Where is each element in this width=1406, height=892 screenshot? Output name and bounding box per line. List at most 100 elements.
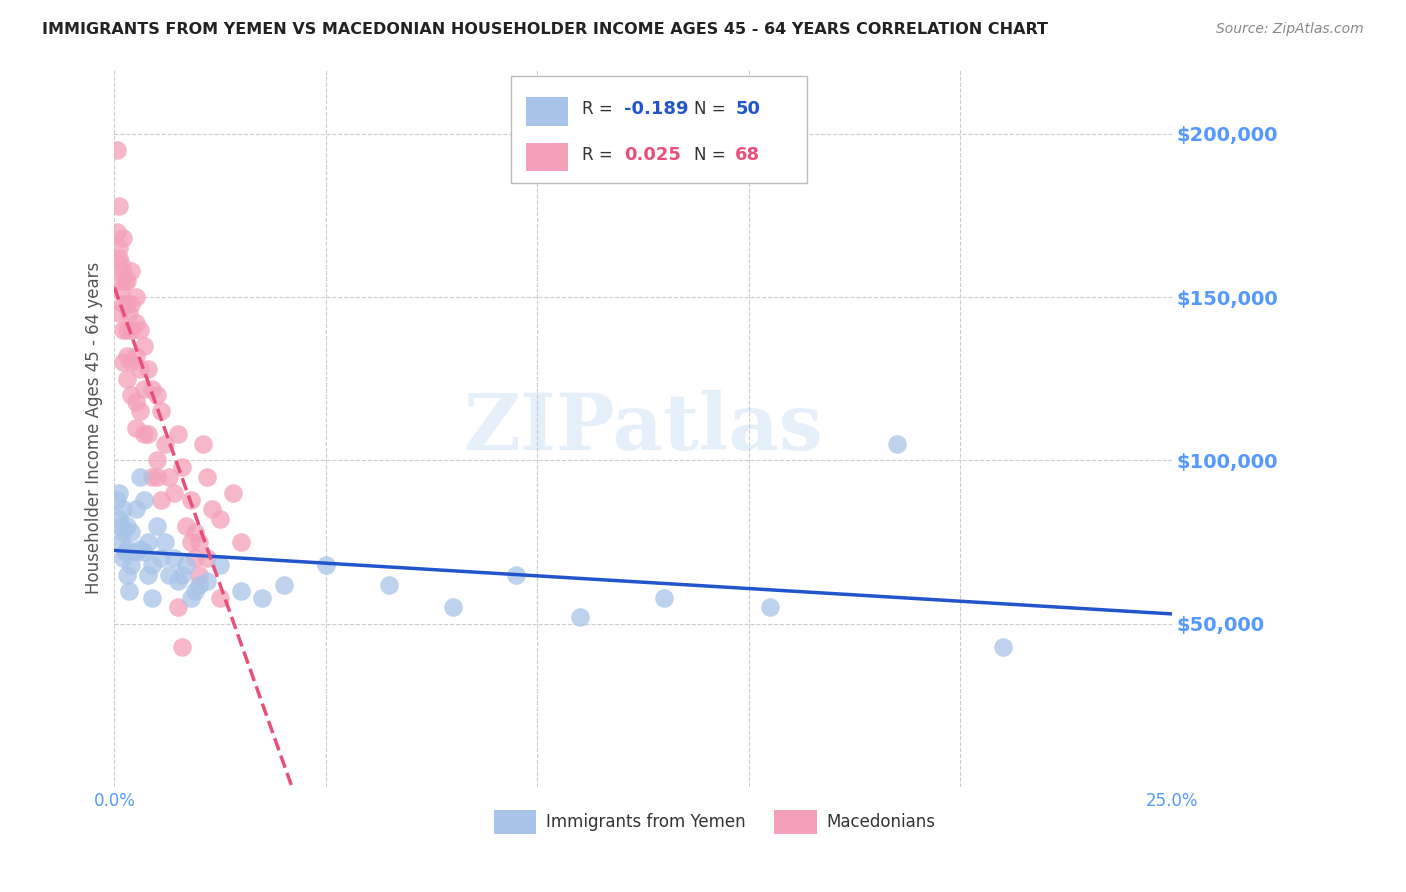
Text: Source: ZipAtlas.com: Source: ZipAtlas.com: [1216, 22, 1364, 37]
Point: [110, 284, 132, 298]
Point: [128, 541, 150, 556]
Text: Immigrants from Yemen: Immigrants from Yemen: [546, 814, 745, 831]
Point: [107, 306, 129, 320]
Point: [162, 486, 184, 500]
Point: [184, 584, 207, 599]
Point: [141, 558, 163, 572]
Point: [136, 567, 159, 582]
Point: [124, 421, 146, 435]
FancyBboxPatch shape: [510, 76, 807, 184]
Point: [197, 574, 219, 589]
Point: [145, 388, 167, 402]
Point: [118, 584, 141, 599]
Point: [118, 306, 141, 320]
FancyBboxPatch shape: [775, 810, 817, 835]
Point: [107, 274, 129, 288]
Text: R =: R =: [582, 101, 617, 119]
Point: [105, 225, 128, 239]
Text: 50: 50: [735, 101, 761, 119]
Point: [176, 518, 198, 533]
Point: [115, 274, 138, 288]
Point: [107, 512, 129, 526]
Point: [110, 518, 132, 533]
Point: [120, 558, 142, 572]
Point: [124, 545, 146, 559]
Point: [107, 251, 129, 265]
Point: [315, 558, 337, 572]
Point: [180, 492, 202, 507]
Point: [141, 591, 163, 605]
Point: [132, 339, 155, 353]
Point: [111, 525, 134, 540]
Y-axis label: Householder Income Ages 45 - 64 years: Householder Income Ages 45 - 64 years: [86, 261, 103, 594]
Point: [120, 388, 142, 402]
Point: [114, 545, 136, 559]
Point: [149, 404, 172, 418]
Point: [111, 323, 134, 337]
Point: [273, 577, 295, 591]
Point: [172, 567, 194, 582]
Point: [132, 382, 155, 396]
Point: [157, 470, 180, 484]
Point: [167, 574, 190, 589]
Point: [157, 567, 180, 582]
FancyBboxPatch shape: [526, 97, 568, 126]
Point: [652, 591, 675, 605]
Point: [145, 518, 167, 533]
Point: [441, 600, 464, 615]
Point: [197, 551, 219, 566]
Point: [188, 567, 211, 582]
Point: [115, 296, 138, 310]
Point: [105, 143, 128, 157]
Point: [197, 470, 219, 484]
Point: [136, 535, 159, 549]
Text: N =: N =: [695, 145, 731, 164]
Point: [141, 470, 163, 484]
Point: [124, 290, 146, 304]
Point: [115, 567, 138, 582]
Point: [180, 591, 202, 605]
Point: [149, 492, 172, 507]
Point: [128, 404, 150, 418]
Point: [107, 199, 129, 213]
Point: [184, 525, 207, 540]
Point: [188, 577, 211, 591]
Point: [991, 640, 1014, 654]
Point: [505, 567, 527, 582]
Point: [111, 296, 134, 310]
Point: [120, 296, 142, 310]
Point: [111, 355, 134, 369]
Text: Macedonians: Macedonians: [827, 814, 935, 831]
Point: [153, 437, 176, 451]
Point: [124, 394, 146, 409]
Point: [128, 362, 150, 376]
Point: [153, 535, 176, 549]
Point: [759, 600, 782, 615]
Point: [115, 541, 138, 556]
Point: [111, 264, 134, 278]
Point: [107, 241, 129, 255]
Point: [231, 535, 253, 549]
Point: [188, 535, 211, 549]
Text: IMMIGRANTS FROM YEMEN VS MACEDONIAN HOUSEHOLDER INCOME AGES 45 - 64 YEARS CORREL: IMMIGRANTS FROM YEMEN VS MACEDONIAN HOUS…: [42, 22, 1049, 37]
Point: [110, 535, 132, 549]
Point: [167, 600, 190, 615]
Point: [149, 551, 172, 566]
Point: [120, 525, 142, 540]
Point: [222, 486, 245, 500]
Text: 68: 68: [735, 145, 761, 164]
Point: [120, 323, 142, 337]
Text: ZIPatlas: ZIPatlas: [464, 390, 823, 466]
Text: -0.189: -0.189: [624, 101, 689, 119]
Point: [111, 551, 134, 566]
Point: [114, 274, 136, 288]
Text: 0.025: 0.025: [624, 145, 681, 164]
Point: [172, 640, 194, 654]
Point: [209, 558, 232, 572]
Point: [201, 502, 224, 516]
Point: [115, 323, 138, 337]
Point: [120, 355, 142, 369]
Point: [132, 427, 155, 442]
Point: [886, 437, 908, 451]
Point: [111, 231, 134, 245]
